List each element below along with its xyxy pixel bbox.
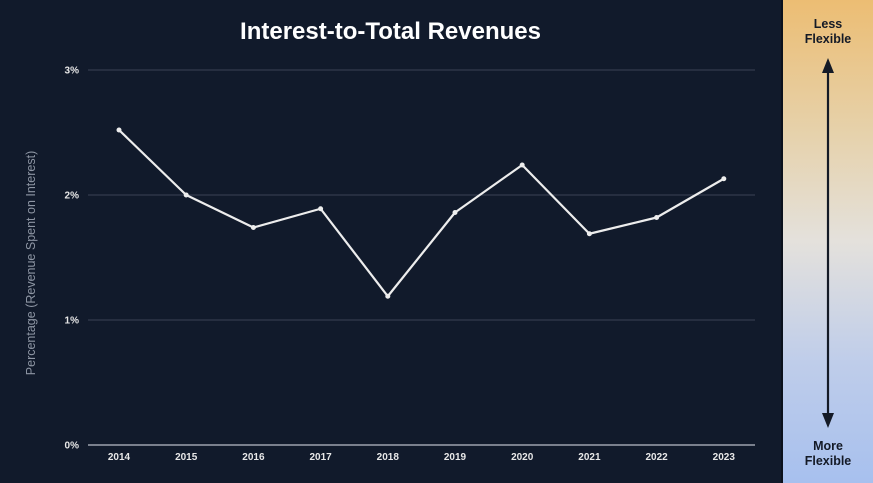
x-tick-label: 2019 bbox=[444, 452, 467, 463]
data-point bbox=[385, 293, 391, 299]
x-tick-label: 2015 bbox=[175, 452, 198, 463]
x-tick-label: 2014 bbox=[108, 452, 131, 463]
y-axis-label: Percentage (Revenue Spent on Interest) bbox=[24, 151, 38, 375]
y-tick-label: 0% bbox=[65, 441, 80, 452]
x-tick-label: 2020 bbox=[511, 452, 534, 463]
data-point bbox=[654, 215, 660, 220]
data-point bbox=[250, 225, 256, 230]
y-tick-label: 2% bbox=[65, 191, 80, 202]
more-flexible-line1: More bbox=[813, 439, 843, 453]
chart-area: Interest-to-Total Revenues 0% 1% 2% 3% 2014 2… bbox=[24, 18, 755, 463]
x-tick-label: 2017 bbox=[309, 452, 332, 463]
less-flexible-line1: Less bbox=[813, 17, 843, 31]
line-chart: 0% 1% 2% 3% 2014 2015 2016 2017 2018 2019 2020 2021… bbox=[24, 66, 755, 463]
data-point bbox=[318, 206, 324, 212]
data-point bbox=[586, 231, 592, 237]
less-flexible-line2: Flexible bbox=[804, 32, 852, 46]
double-arrow-icon bbox=[822, 58, 834, 428]
y-tick-label: 1% bbox=[65, 316, 80, 327]
data-point bbox=[452, 210, 458, 215]
x-tick-label: 2021 bbox=[578, 452, 601, 463]
more-flexible-line2: Flexible bbox=[804, 454, 852, 468]
x-tick-label: 2023 bbox=[713, 452, 736, 463]
chart-title: Interest-to-Total Revenues bbox=[240, 18, 541, 45]
x-tick-label: 2022 bbox=[645, 452, 668, 463]
y-tick-label: 3% bbox=[65, 66, 80, 77]
data-point bbox=[116, 127, 122, 133]
more-flexible-label: More Flexible bbox=[783, 439, 873, 469]
x-tick-label: 2016 bbox=[242, 452, 265, 463]
less-flexible-label: Less Flexible bbox=[783, 17, 873, 47]
series-line bbox=[118, 129, 725, 298]
data-point bbox=[519, 162, 525, 168]
data-point bbox=[721, 176, 727, 182]
data-point bbox=[183, 192, 189, 198]
x-tick-label: 2018 bbox=[377, 452, 400, 463]
panel-divider bbox=[781, 0, 783, 483]
flexibility-scale: Less Flexible More Flexible bbox=[783, 0, 873, 483]
